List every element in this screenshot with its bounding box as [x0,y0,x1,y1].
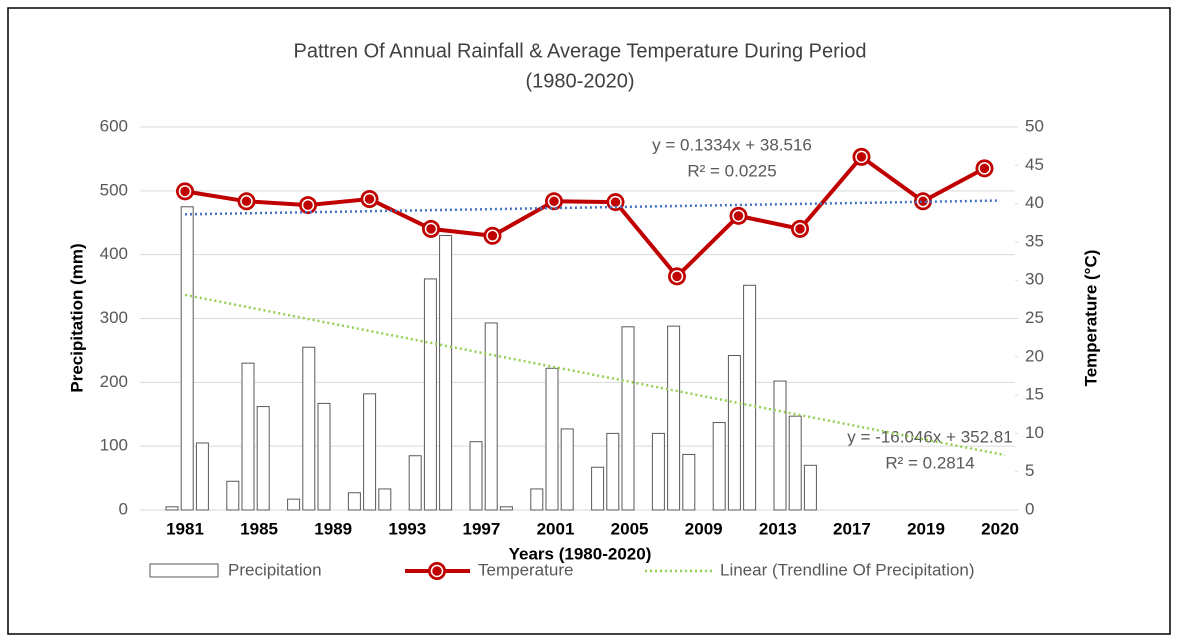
legend-swatch [149,563,219,578]
bar [743,284,757,511]
bar [180,206,194,511]
x-tick-label: 2013 [759,519,797,538]
temperature-marker-ring [670,270,684,283]
y-tick-label: 500 [100,180,128,199]
y-tick-label: 400 [100,244,128,263]
annotation: R² = 0.2814 [885,453,974,472]
y-tick-label: 200 [100,372,128,391]
x-tick-label: 2020 [981,519,1019,538]
x-tick-label: 2005 [611,519,649,538]
annotation: y = 0.1334x + 38.516 [652,135,812,154]
trendline [184,199,1001,216]
legend-label: Precipitation [228,560,322,579]
temperature-marker-ring [363,192,376,206]
bar [667,325,681,511]
y-tick-label: 300 [100,308,128,327]
temperature-marker-ring [978,162,991,175]
y2-tick-label: 30 [1025,270,1044,289]
temperature-marker-ring [486,229,499,243]
bar [469,441,483,511]
bar [256,406,270,511]
chart-title: Pattren Of Annual Rainfall & Average Tem… [294,40,867,62]
bar [682,453,696,511]
bar [621,326,635,511]
y2-axis-title: Temperature (°C) [1081,250,1100,387]
x-tick-label: 1985 [240,519,278,538]
y2-tick-label: 50 [1025,116,1044,135]
bar [287,498,301,511]
bar [484,322,498,511]
bar [560,428,574,511]
y2-tick-label: 45 [1025,155,1044,174]
bar [195,442,209,511]
y-tick-label: 600 [100,116,128,135]
bar [363,393,377,511]
x-tick-label: 2017 [833,519,871,538]
bar [773,380,787,511]
temperature-marker-ring [793,222,807,236]
x-tick-label: 2009 [685,519,723,538]
temperature-marker-ring [178,185,192,198]
bar [606,432,620,511]
y2-tick-label: 40 [1025,193,1044,212]
bar [499,506,513,511]
x-tick-label: 2019 [907,519,945,538]
legend-label: Linear (Trendline Of Precipitation) [720,560,975,579]
bar [530,488,544,511]
x-tick-label: 1993 [388,519,426,538]
temperature-marker-ring [424,222,438,236]
y2-tick-label: 15 [1025,385,1044,404]
x-tick-label: 1997 [462,519,500,538]
x-tick-label: 2001 [537,519,575,538]
temperature-marker-ring [240,195,253,208]
legend-swatch [430,564,444,578]
y-tick-label: 100 [100,436,128,455]
chart-frame [7,7,1171,635]
y-tick-label: 0 [119,499,128,518]
bar [803,464,817,511]
y2-tick-label: 5 [1025,461,1034,480]
bar [439,235,453,511]
bar [591,466,605,511]
legend-label: Temperature [478,560,573,579]
bar [545,367,559,511]
bar [712,422,726,511]
bar [727,355,741,511]
bar [347,492,361,511]
y2-tick-label: 25 [1025,308,1044,327]
annotation: R² = 0.0225 [687,161,776,180]
bar [302,346,316,511]
y2-tick-label: 10 [1025,423,1044,442]
bar [423,278,437,511]
temperature-marker-ring [547,195,561,208]
bar [378,488,392,511]
bar [788,415,802,511]
chart-subtitle: (1980-2020) [526,70,635,92]
bar [165,506,179,511]
x-axis-title: Years (1980-2020) [509,544,652,563]
trendline [184,293,1006,457]
x-tick-label: 1981 [166,519,204,538]
temperature-marker-ring [301,198,315,212]
bar [317,402,331,511]
temperature-line [184,154,986,280]
temperature-marker-ring [855,150,868,164]
bar [408,455,422,511]
y2-tick-label: 20 [1025,346,1044,365]
y2-tick-label: 0 [1025,499,1034,518]
y-axis-title: Precipitation (mm) [67,243,86,392]
bar [226,480,240,511]
bar [651,432,665,511]
temperature-marker-ring [732,209,745,223]
x-tick-label: 1989 [314,519,352,538]
temperature-marker-ring [916,195,930,208]
y2-tick-label: 35 [1025,231,1044,250]
bar [241,362,255,511]
